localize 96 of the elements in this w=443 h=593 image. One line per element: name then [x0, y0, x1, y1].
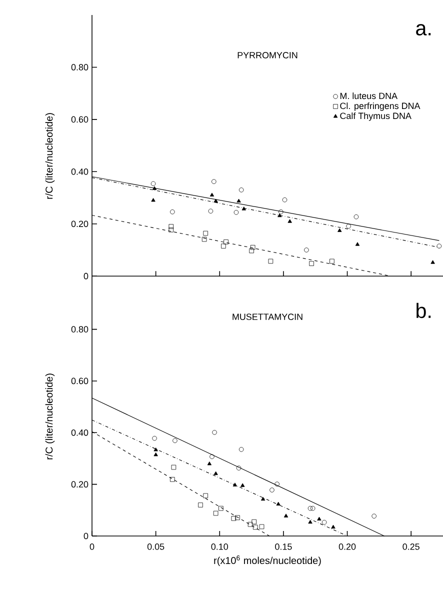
point: [208, 208, 214, 214]
y-axis-title: r/C (liter/nucleotide): [45, 374, 55, 460]
point: [278, 209, 284, 214]
point: [252, 519, 256, 524]
point: [249, 248, 254, 254]
point: [236, 466, 242, 470]
point: [203, 493, 208, 498]
point: [317, 516, 322, 520]
point: [213, 510, 218, 516]
y-tick-label: 0.60: [71, 116, 88, 123]
point: [234, 210, 239, 215]
point: [168, 228, 174, 232]
point: [338, 228, 342, 232]
y-tick-label: 0.40: [71, 429, 88, 436]
point: [207, 462, 212, 466]
y-tick-label: 0.60: [71, 378, 88, 384]
point: [238, 188, 244, 192]
point: [212, 179, 216, 184]
y-tick-label: 0: [84, 272, 88, 280]
y-tick-label: 0.80: [71, 64, 88, 70]
point: [308, 506, 313, 511]
point: [203, 230, 208, 236]
point: [309, 261, 314, 266]
point: [152, 436, 157, 441]
point: [252, 524, 258, 530]
point: [248, 522, 253, 527]
point: [276, 502, 280, 506]
point: [224, 240, 228, 244]
point: [154, 452, 158, 456]
x-axis-title: r(x10$^{6}$ moles/nucleotide): [214, 555, 321, 566]
point: [150, 181, 156, 186]
y-tick-label: 0.20: [71, 481, 88, 488]
point: [372, 514, 376, 518]
text: PYRROMYCIN: [238, 52, 298, 58]
y-tick-label: 0.80: [71, 326, 88, 332]
point: [304, 248, 309, 252]
point: [151, 198, 156, 202]
point: [274, 482, 280, 486]
point: [346, 224, 351, 229]
point: [242, 206, 246, 210]
point: [268, 258, 274, 264]
y-axis-title: r/C (liter/nucleotide): [45, 113, 55, 199]
x-tick-label: 0: [90, 544, 94, 550]
x-tick-label: 0.15: [275, 544, 292, 550]
x-tick-label: 0.05: [147, 544, 164, 550]
legend-label: Calf Thymus DNA: [340, 112, 412, 121]
point: [202, 236, 207, 242]
point: [308, 520, 312, 524]
point: [210, 454, 214, 460]
y-tick-label: 0.40: [71, 168, 88, 175]
point: [310, 506, 316, 511]
point: [288, 219, 292, 223]
point: [331, 524, 336, 529]
point: [232, 482, 238, 486]
point: [282, 197, 288, 202]
point: [270, 488, 274, 492]
point: [171, 464, 176, 470]
point: [210, 192, 214, 196]
point: [322, 520, 327, 525]
point: [235, 515, 240, 520]
point: [154, 448, 158, 452]
x-tick-label: 0.20: [338, 544, 356, 550]
point: [259, 524, 264, 530]
point: [236, 198, 241, 202]
point: [198, 502, 203, 508]
point: [250, 244, 256, 250]
point: [218, 506, 224, 511]
point: [260, 496, 266, 501]
point: [214, 198, 218, 202]
point: [221, 244, 226, 248]
point: [355, 242, 360, 246]
point: [278, 213, 282, 218]
y-tick-label: 0.20: [71, 220, 88, 228]
point: [170, 209, 175, 214]
text: MUSETTAMYCIN: [232, 314, 302, 320]
legend-label: Cl. perfringens DNA: [340, 102, 420, 111]
point: [330, 258, 334, 264]
point: [430, 260, 435, 264]
point: [240, 483, 245, 487]
x-tick-label: 0.10: [211, 544, 228, 550]
point: [354, 214, 359, 220]
point: [170, 477, 175, 482]
point: [436, 244, 442, 248]
y-tick-label: 0: [84, 532, 88, 540]
point: [172, 438, 178, 444]
point: [231, 516, 236, 521]
x-tick-label: 0.25: [402, 544, 420, 550]
annotation: a.: [416, 24, 431, 36]
point: [152, 186, 157, 190]
point: [214, 471, 218, 476]
legend-label: M. luteus DNA: [340, 92, 398, 100]
point: [238, 447, 244, 452]
point: [212, 430, 217, 435]
point: [168, 224, 174, 229]
annotation: b.: [416, 302, 431, 318]
point: [284, 514, 288, 518]
